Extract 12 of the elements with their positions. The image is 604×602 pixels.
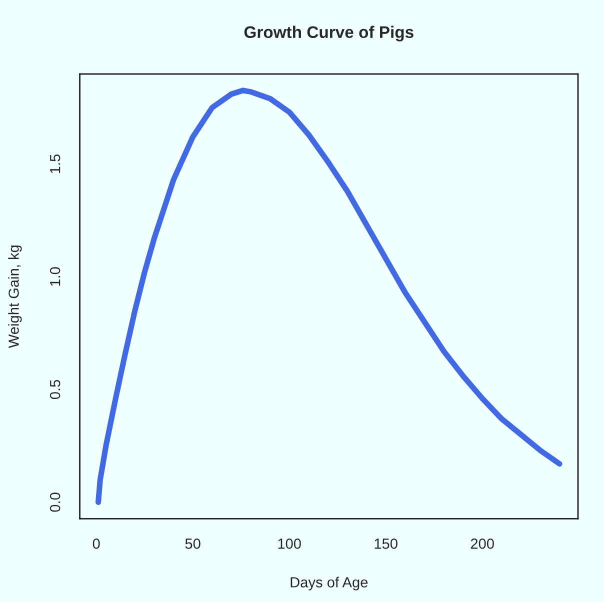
y-tick-label: 1.5 (50, 154, 60, 173)
x-tick-label: 50 (185, 538, 200, 549)
y-tick-label: 0.5 (50, 380, 60, 400)
y-tick-label: 0.0 (50, 492, 60, 512)
x-tick-label: 150 (374, 538, 398, 549)
x-axis-title: Days of Age (290, 576, 368, 590)
y-tick-label: 1.0 (50, 267, 60, 286)
chart-title: Growth Curve of Pigs (244, 26, 414, 42)
x-tick-label: 0 (92, 538, 100, 549)
x-tick-label: 100 (278, 538, 301, 549)
x-tick-label: 200 (470, 538, 494, 549)
y-axis-title: Weight Gain, kg (8, 246, 22, 348)
